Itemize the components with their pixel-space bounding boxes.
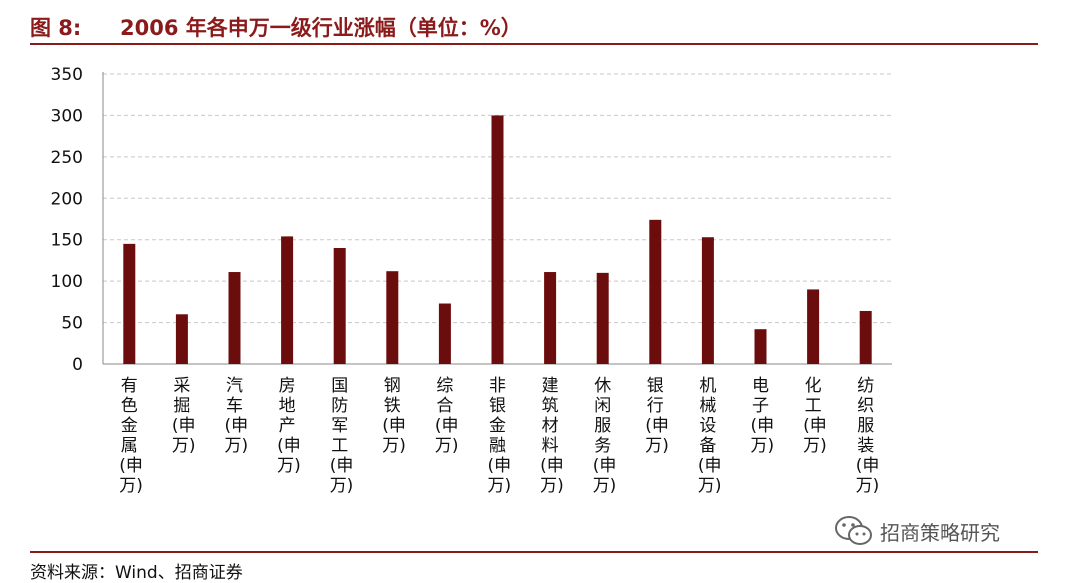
wechat-icon <box>835 516 872 545</box>
source-note: 资料来源：Wind、招商证券 <box>30 563 243 583</box>
x-tick-label: 休闲服务(申万) <box>592 376 617 496</box>
watermark: 招商策略研究 <box>834 514 1000 548</box>
x-tick-label: 非银金融(申万) <box>487 376 512 496</box>
bar <box>123 243 136 364</box>
bar <box>438 303 451 364</box>
x-tick-label: 房地产(申万) <box>277 376 301 476</box>
bar <box>333 248 346 364</box>
y-tick-label: 300 <box>51 106 83 126</box>
y-tick-label: 350 <box>51 65 83 85</box>
x-tick-label: 采掘(申万) <box>171 376 196 456</box>
x-tick-label: 综合(申万) <box>434 376 459 456</box>
x-tick-label: 有色金属(申万) <box>119 376 143 496</box>
x-tick-label: 汽车(申万) <box>224 376 249 456</box>
bar <box>281 236 294 364</box>
bar <box>754 329 767 364</box>
y-tick-label: 50 <box>61 314 83 334</box>
bar <box>701 237 714 364</box>
bar <box>544 272 557 364</box>
bottom-rule <box>30 551 1038 553</box>
bar-chart: 0 50 100 150 200 250 300 350 <box>51 65 892 375</box>
bar <box>859 310 872 364</box>
x-tick-label: 化工(申万) <box>803 376 827 456</box>
bar <box>807 289 820 364</box>
figure-header: 图 8: 2006 年各申万一级行业涨幅（单位：%） <box>30 10 1040 44</box>
bar <box>386 271 399 364</box>
x-tick-label: 纺织服装(申万) <box>855 376 880 496</box>
bar <box>491 115 504 364</box>
bar <box>228 272 241 364</box>
figure-label: 图 8: <box>30 16 82 40</box>
x-tick-label: 银行(申万) <box>645 376 669 456</box>
y-tick-label: 250 <box>51 148 83 168</box>
bar <box>596 272 609 364</box>
x-tick-label: 建筑材料(申万) <box>540 376 564 496</box>
y-tick-label: 150 <box>51 231 83 251</box>
x-tick-label: 国防军工(申万) <box>329 376 354 496</box>
chart-title: 2006 年各申万一级行业涨幅（单位：%） <box>120 16 522 40</box>
x-tick-label: 电子(申万) <box>750 376 775 456</box>
bar <box>175 314 188 364</box>
title-rule <box>30 43 1038 45</box>
y-tick-label: 200 <box>51 189 83 209</box>
x-tick-label: 机械设备(申万) <box>697 376 722 496</box>
x-tick-label: 钢铁(申万) <box>382 376 406 456</box>
y-tick-label: 0 <box>72 355 83 375</box>
bar <box>649 219 662 364</box>
y-tick-label: 100 <box>51 272 83 292</box>
watermark-text: 招商策略研究 <box>880 520 1000 545</box>
